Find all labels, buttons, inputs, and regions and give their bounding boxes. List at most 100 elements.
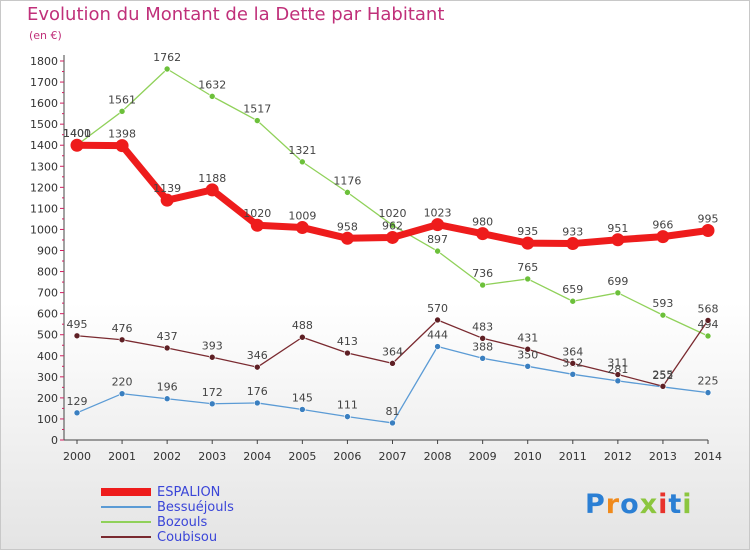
data-label: 1176 [333, 174, 361, 187]
legend-label: ESPALION [157, 485, 221, 500]
x-tick-label: 2009 [469, 450, 497, 463]
data-point [208, 93, 216, 100]
data-point [476, 227, 490, 241]
data-label: 393 [202, 339, 223, 352]
data-point [704, 317, 712, 324]
y-tick-label: 100 [37, 413, 58, 426]
data-label: 980 [472, 216, 493, 229]
data-point [253, 363, 261, 371]
data-label: 897 [427, 233, 448, 246]
x-tick-label: 2013 [649, 450, 677, 463]
data-point [389, 360, 396, 367]
data-label: 495 [67, 318, 88, 331]
data-point [656, 230, 670, 244]
data-point [479, 335, 486, 342]
data-point [566, 237, 580, 251]
chart-title: Evolution du Montant de la Dette par Hab… [27, 4, 445, 25]
data-label: 364 [382, 345, 403, 358]
data-label: 350 [517, 348, 538, 361]
data-point [118, 336, 126, 344]
data-point [569, 371, 577, 378]
data-label: 1139 [153, 182, 181, 195]
x-tick-label: 2010 [514, 450, 542, 463]
x-tick-label: 2006 [333, 450, 361, 463]
data-label: 935 [517, 225, 538, 238]
x-tick-label: 2007 [379, 450, 407, 463]
data-point [253, 117, 261, 124]
data-label: 568 [698, 302, 719, 315]
data-point [389, 419, 396, 427]
y-tick-label: 200 [37, 392, 58, 405]
data-label: 346 [247, 349, 268, 362]
data-label: 364 [562, 345, 583, 358]
legend-item: Bozouls [101, 515, 301, 530]
data-label: 255 [652, 368, 673, 381]
y-tick-label: 400 [37, 350, 58, 363]
data-point [205, 183, 219, 197]
data-label: 1517 [243, 103, 271, 116]
data-label: 220 [112, 376, 133, 389]
x-tick-label: 2001 [108, 450, 136, 463]
data-point [299, 406, 306, 413]
data-point [295, 221, 309, 235]
legend-item: Coubisou [101, 530, 301, 545]
data-label: 1632 [198, 78, 226, 91]
data-point [344, 413, 351, 420]
y-tick-label: 1400 [30, 139, 58, 152]
legend-item: Bessuéjouls [101, 500, 301, 515]
legend-label: Coubisou [157, 530, 218, 545]
x-tick-label: 2002 [153, 450, 181, 463]
data-point [659, 311, 667, 319]
data-point [524, 363, 532, 370]
y-tick-label: 600 [37, 308, 58, 321]
legend-item: ESPALION [101, 485, 301, 500]
y-tick-label: 1600 [30, 97, 58, 110]
data-point [208, 353, 216, 361]
y-tick-label: 1800 [30, 55, 58, 68]
x-tick-label: 2000 [63, 450, 91, 463]
data-label: 483 [472, 320, 493, 333]
data-point [521, 236, 535, 250]
data-point [479, 281, 486, 289]
data-label: 593 [652, 297, 673, 310]
data-point [299, 333, 306, 341]
data-label: 252 [652, 369, 673, 382]
data-label: 1321 [288, 144, 316, 157]
y-tick-label: 1100 [30, 202, 58, 215]
logo-letter: x [639, 489, 659, 520]
x-tick-label: 2008 [424, 450, 452, 463]
y-tick-label: 1500 [30, 118, 58, 131]
data-label: 1398 [108, 128, 136, 141]
data-point [163, 65, 171, 73]
data-label: 1401 [63, 127, 91, 140]
data-point [389, 221, 396, 229]
data-point [160, 193, 174, 207]
data-point [659, 383, 667, 390]
data-point [524, 345, 532, 353]
logo-letter: i [658, 489, 669, 520]
legend-swatch [101, 536, 151, 538]
data-point [250, 218, 264, 232]
logo-letter: P [585, 489, 606, 520]
data-label: 444 [427, 329, 448, 342]
data-label: 659 [562, 283, 583, 296]
logo-letter: r [605, 489, 621, 520]
x-tick-label: 2014 [694, 450, 722, 463]
chart-subtitle: (en €) [29, 29, 62, 42]
data-point [701, 223, 715, 237]
data-label: 476 [112, 322, 133, 335]
data-point [614, 371, 622, 378]
y-tick-label: 1300 [30, 160, 58, 173]
data-label: 225 [698, 375, 719, 388]
x-tick-label: 2005 [288, 450, 316, 463]
data-label: 1561 [108, 93, 136, 106]
data-label: 129 [67, 395, 88, 408]
data-point [614, 377, 622, 385]
data-point [524, 275, 532, 283]
data-point [118, 390, 126, 397]
data-label: 736 [472, 267, 493, 280]
y-tick-label: 1700 [30, 76, 58, 89]
logo-letter: o [620, 489, 640, 520]
data-point [611, 233, 625, 247]
